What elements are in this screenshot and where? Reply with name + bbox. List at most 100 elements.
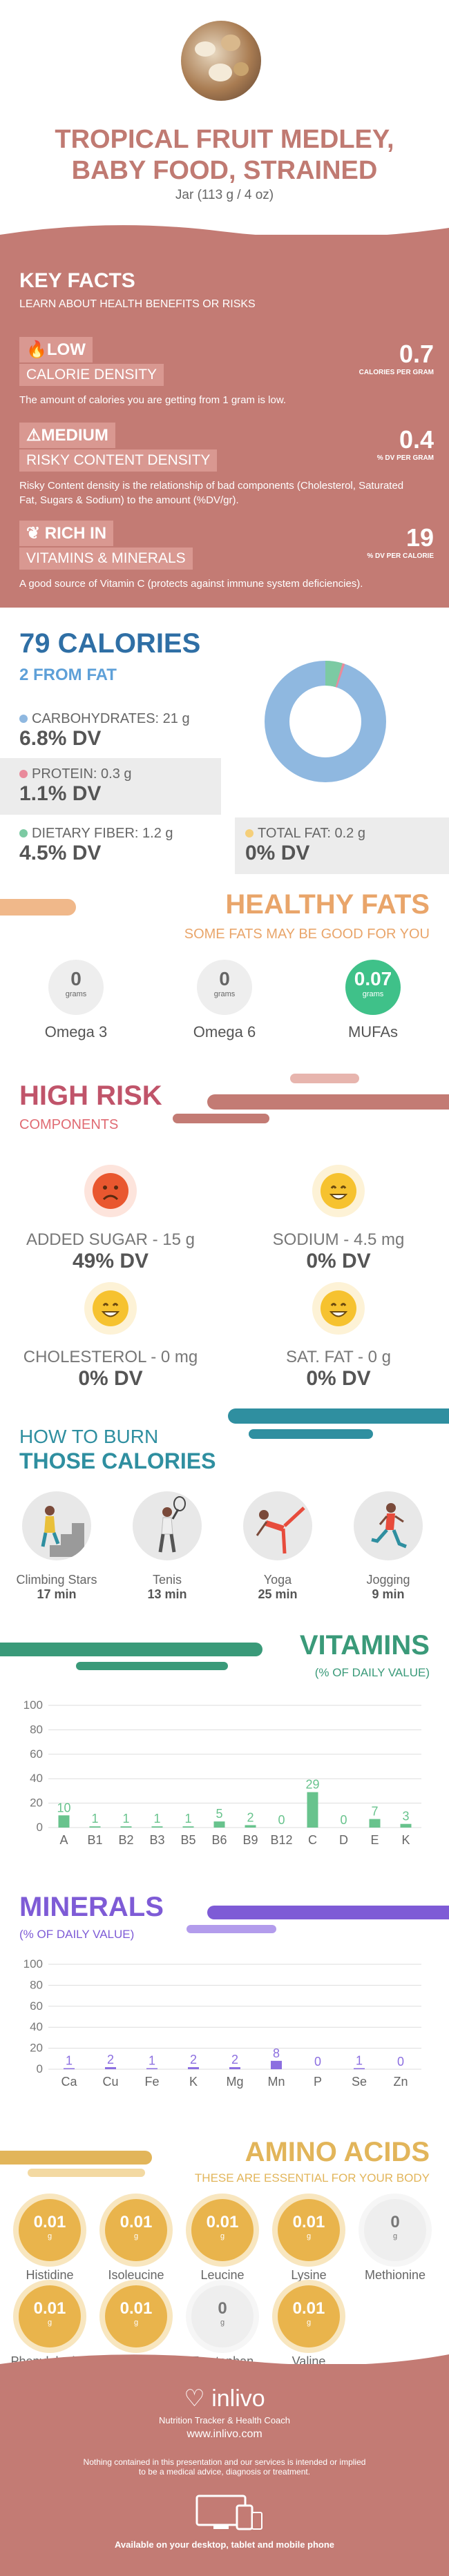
- amino-label: Methionine: [364, 2268, 426, 2282]
- calories-section: 79 CALORIES 2 FROM FAT CARBOHYDRATES: 21…: [0, 614, 449, 877]
- footer: ♡ inlivo Nutrition Tracker & Health Coac…: [0, 2354, 449, 2576]
- bar-value-label: 7: [371, 1805, 378, 1819]
- amino-label: Histidine: [26, 2268, 74, 2282]
- risk-cholesterol: CHOLESTEROL - 0 mg 0% DV: [7, 1281, 214, 1391]
- decor-bar: [187, 1925, 276, 1933]
- bar-K: [188, 2066, 199, 2069]
- y-tick-label: 60: [30, 1999, 43, 2013]
- bar-value-label: 1: [91, 1812, 98, 1826]
- fact-rich-in: ❦ RICH IN VITAMINS & MINERALS 19 % DV PE…: [19, 521, 434, 591]
- brand-url[interactable]: www.inlivo.com: [187, 2428, 262, 2440]
- minerals-section: MINERALS (% OF DAILY VALUE) 0 20 40 60 80 100…: [0, 1878, 449, 2099]
- x-tick-label: B3: [149, 1833, 164, 1847]
- nutrient-carbs: CARBOHYDRATES: 21 g 6.8% DV: [19, 711, 190, 750]
- bar-B5: [182, 1826, 194, 1828]
- x-tick-label: B9: [242, 1833, 258, 1847]
- x-tick-label: A: [59, 1833, 68, 1847]
- devices-icon: [195, 2495, 262, 2530]
- bar-E: [369, 1819, 381, 1828]
- fact-category: RISKY CONTENT DENSITY: [19, 449, 218, 472]
- bar-value-label: 1: [153, 1812, 160, 1826]
- protein-band: [0, 758, 221, 815]
- key-facts-section: KEY FACTS LEARN ABOUT HEALTH BENEFITS OR…: [0, 225, 449, 608]
- risk-added-sugar: ADDED SUGAR - 15 g 49% DV: [7, 1163, 214, 1273]
- bar-B1: [89, 1826, 101, 1828]
- bar-A: [58, 1815, 70, 1828]
- header-section: TROPICAL FRUIT MEDLEY, BABY FOOD, STRAINE…: [0, 0, 449, 207]
- y-tick-label: 40: [30, 1772, 43, 1785]
- bar-value-label: 0: [278, 1813, 285, 1827]
- bar-value-label: 0: [340, 1813, 347, 1827]
- bar-value-label: 5: [216, 1807, 222, 1821]
- y-tick-label: 20: [30, 2042, 43, 2055]
- x-tick-label: Ca: [61, 2075, 77, 2089]
- x-tick-label: C: [308, 1833, 317, 1847]
- x-tick-label: B5: [180, 1833, 195, 1847]
- fact-unit: % DV PER CALORIE: [367, 552, 434, 560]
- bar-value-label: 10: [57, 1801, 70, 1814]
- y-tick-label: 100: [23, 1698, 43, 1712]
- bar-value-label: 1: [122, 1812, 129, 1826]
- amino-value-circle: 0.01 g: [191, 2199, 254, 2261]
- amino-label: Leucine: [200, 2268, 245, 2282]
- heart-icon: ♡: [184, 2385, 205, 2412]
- decor-bar: [76, 1662, 228, 1670]
- bar-C: [307, 1792, 318, 1828]
- warning-icon: ⚠: [26, 426, 41, 445]
- amino-value-circle: 0.01 g: [105, 2285, 167, 2347]
- fact-level: MEDIUM: [41, 426, 108, 445]
- donut-fiber-slice: [265, 661, 386, 782]
- fact-value: 0.4: [399, 425, 434, 454]
- x-tick-label: B6: [211, 1833, 227, 1847]
- nutrient-protein: PROTEIN: 0.3 g 1.1% DV: [19, 766, 132, 805]
- burn-title-line1: HOW TO BURN: [19, 1426, 159, 1447]
- vitamins-title: VITAMINS: [299, 1630, 430, 1660]
- key-facts-subtitle: LEARN ABOUT HEALTH BENEFITS OR RISKS: [19, 298, 256, 310]
- activity-jogging: Jogging 9 min: [340, 1491, 437, 1602]
- serving-size: Jar (113 g / 4 oz): [175, 188, 274, 202]
- bar-value-label: 3: [402, 1810, 409, 1823]
- flame-icon: 🔥: [26, 340, 47, 359]
- brand-tagline: Nutrition Tracker & Health Coach: [158, 2415, 291, 2425]
- decor-bar: [0, 2151, 152, 2165]
- bar-value-label: 2: [107, 2053, 114, 2066]
- x-tick-label: B1: [87, 1833, 102, 1847]
- bar-value-label: 1: [66, 2053, 73, 2067]
- food-image: [181, 21, 261, 101]
- bar-value-label: 2: [231, 2053, 238, 2066]
- bar-Ca: [64, 2068, 75, 2069]
- decor-bar: [173, 1114, 269, 1123]
- x-tick-label: P: [314, 2075, 322, 2089]
- fact-description: A good source of Vitamin C (protects aga…: [19, 578, 363, 590]
- vitamins-section: VITAMINS (% OF DAILY VALUE) 0 20 40 60 80 100…: [0, 1626, 449, 1861]
- leaf-icon: ❦: [26, 524, 45, 543]
- calories-from-fat: 2 FROM FAT: [19, 666, 117, 684]
- risk-sodium: SODIUM - 4.5 mg 0% DV: [235, 1163, 442, 1273]
- jogging-icon: [371, 1503, 407, 1549]
- bar-value-label: 8: [273, 2046, 280, 2060]
- bar-value-label: 29: [305, 1778, 319, 1792]
- amino-tryptophan: 0gTryptophan: [181, 2285, 264, 2369]
- y-tick-label: 80: [30, 1978, 43, 1991]
- amino-title: AMINO ACIDS: [245, 2137, 430, 2167]
- vitamins-bar-chart: 0 20 40 60 80 100 10 A 1 B1 1 B2 1 B3 1 B5 5 B6 2 B9 0 B12 29 C…: [23, 1698, 421, 1847]
- bar-value-label: 1: [356, 2053, 363, 2067]
- high-risk-subtitle: COMPONENTS: [19, 1117, 119, 1132]
- fact-category: VITAMINS & MINERALS: [19, 548, 193, 570]
- yoga-icon: [256, 1507, 305, 1554]
- fact-category: CALORIE DENSITY: [19, 364, 164, 386]
- amino-label: Isoleucine: [108, 2268, 164, 2282]
- y-tick-label: 100: [23, 1957, 43, 1970]
- decor-bar: [228, 1408, 449, 1424]
- fact-unit: % DV PER GRAM: [376, 454, 434, 462]
- x-tick-label: Mg: [226, 2075, 243, 2089]
- x-tick-label: Cu: [102, 2075, 118, 2089]
- minerals-title: MINERALS: [19, 1892, 164, 1922]
- bar-B3: [151, 1826, 163, 1828]
- healthy-fats-title: HEALTHY FATS: [225, 889, 430, 920]
- y-tick-label: 60: [30, 1747, 43, 1761]
- page-title: TROPICAL FRUIT MEDLEY, BABY FOOD, STRAINE…: [55, 125, 394, 185]
